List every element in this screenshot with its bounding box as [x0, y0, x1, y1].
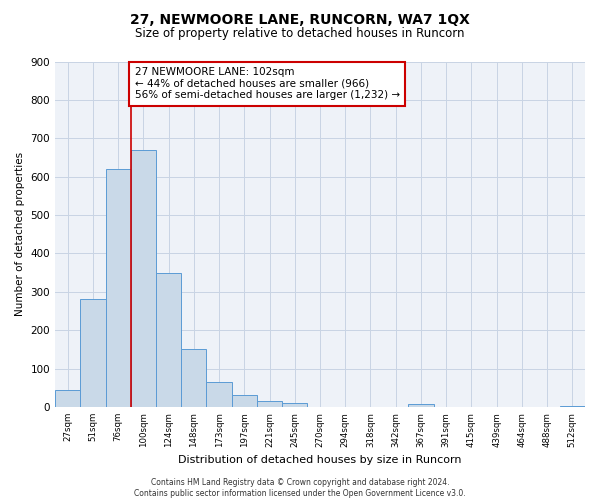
Bar	[206, 382, 232, 407]
Bar	[232, 396, 257, 407]
Text: Size of property relative to detached houses in Runcorn: Size of property relative to detached ho…	[135, 28, 465, 40]
Bar	[257, 401, 282, 407]
Text: 27 NEWMOORE LANE: 102sqm
← 44% of detached houses are smaller (966)
56% of semi-: 27 NEWMOORE LANE: 102sqm ← 44% of detach…	[134, 68, 400, 100]
Bar	[409, 404, 434, 407]
Bar	[131, 150, 156, 407]
X-axis label: Distribution of detached houses by size in Runcorn: Distribution of detached houses by size …	[178, 455, 462, 465]
Bar	[55, 390, 80, 407]
Bar	[80, 300, 106, 407]
Bar	[560, 406, 585, 407]
Text: Contains HM Land Registry data © Crown copyright and database right 2024.
Contai: Contains HM Land Registry data © Crown c…	[134, 478, 466, 498]
Bar	[156, 274, 181, 407]
Bar	[106, 169, 131, 407]
Y-axis label: Number of detached properties: Number of detached properties	[15, 152, 25, 316]
Bar	[282, 403, 307, 407]
Bar	[181, 350, 206, 407]
Text: 27, NEWMOORE LANE, RUNCORN, WA7 1QX: 27, NEWMOORE LANE, RUNCORN, WA7 1QX	[130, 12, 470, 26]
